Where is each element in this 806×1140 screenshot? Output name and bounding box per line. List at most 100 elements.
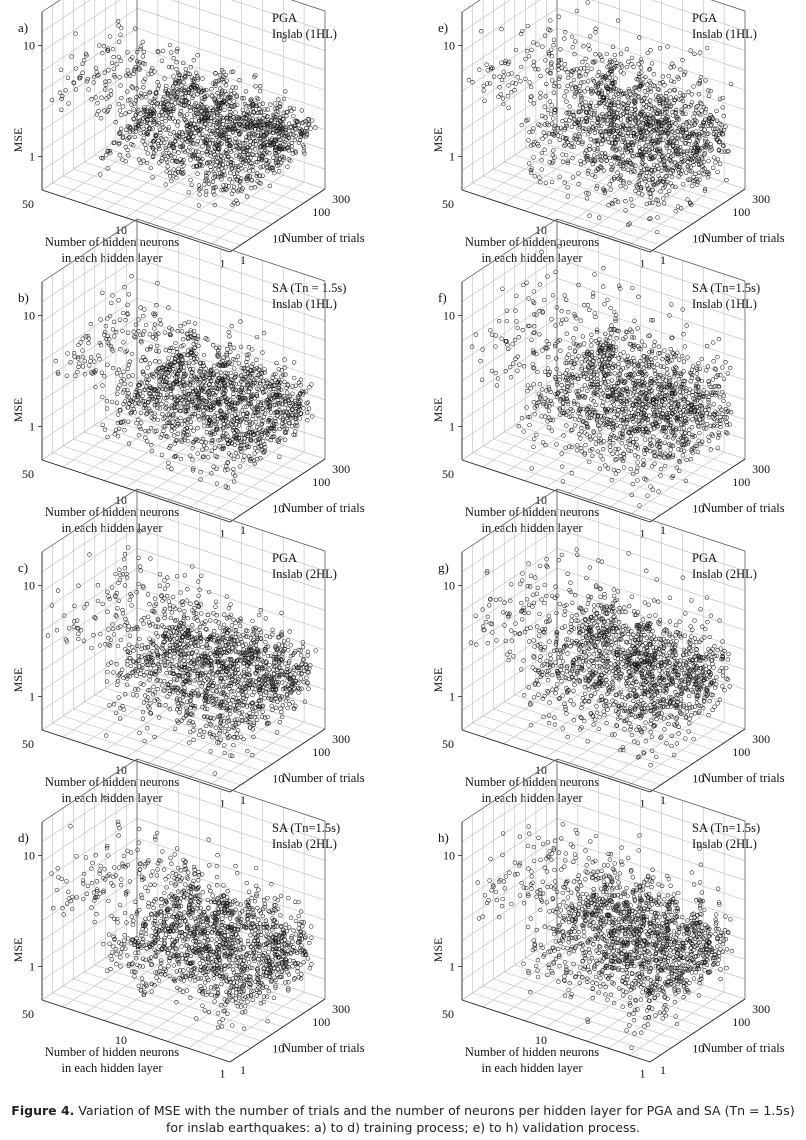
- data-point: [137, 871, 142, 876]
- data-point: [140, 716, 146, 721]
- data-point: [142, 142, 148, 147]
- data-point: [163, 182, 168, 187]
- data-point: [191, 439, 197, 444]
- data-point: [201, 352, 207, 358]
- data-point: [218, 370, 224, 375]
- data-point: [152, 69, 157, 74]
- data-point: [58, 67, 64, 72]
- box-edge: [136, 488, 326, 552]
- grid-line: [230, 0, 326, 32]
- data-point: [111, 319, 117, 325]
- data-point: [261, 142, 267, 148]
- data-point: [199, 96, 205, 101]
- data-point: [274, 157, 279, 162]
- data-point: [262, 367, 267, 372]
- data-point: [171, 145, 176, 150]
- data-point: [96, 109, 101, 114]
- grid-line: [136, 666, 326, 730]
- data-point: [78, 628, 84, 633]
- data-point: [103, 87, 108, 92]
- data-point: [144, 160, 150, 166]
- data-point: [248, 164, 253, 169]
- data-point: [257, 83, 263, 89]
- data-point: [306, 121, 312, 127]
- data-point: [171, 167, 176, 172]
- data-point: [112, 334, 117, 339]
- data-point: [197, 192, 202, 197]
- data-point: [268, 634, 273, 640]
- z-tick-label: 10: [23, 38, 35, 52]
- data-point: [203, 192, 209, 198]
- data-point: [302, 151, 307, 156]
- data-point: [236, 154, 242, 160]
- data-point: [247, 169, 252, 174]
- data-point: [98, 317, 103, 322]
- data-point: [181, 368, 186, 374]
- chart-title-line-1: PGA: [272, 551, 297, 565]
- data-point: [199, 611, 204, 616]
- y-tick-label: 1: [240, 523, 246, 537]
- data-point: [178, 456, 184, 462]
- data-point: [184, 360, 189, 366]
- data-point: [222, 172, 227, 178]
- data-point: [215, 91, 220, 96]
- data-point: [78, 340, 83, 345]
- data-point: [209, 93, 214, 98]
- data-point: [174, 574, 180, 579]
- data-point: [195, 53, 200, 58]
- data-point: [147, 602, 152, 607]
- data-point: [174, 630, 179, 635]
- data-point: [282, 37, 287, 43]
- data-point: [250, 164, 255, 169]
- chart-title-line-1: PGA: [272, 11, 297, 25]
- data-point: [188, 121, 193, 126]
- data-point: [306, 406, 312, 411]
- data-point: [214, 410, 219, 416]
- data-point: [172, 650, 177, 656]
- data-point: [160, 411, 165, 417]
- data-point: [272, 101, 278, 106]
- data-point: [206, 145, 211, 151]
- data-point: [120, 157, 125, 162]
- z-tick-label: 1: [29, 150, 35, 164]
- data-point: [115, 643, 121, 649]
- data-point: [170, 420, 175, 425]
- data-point: [204, 173, 209, 178]
- data-point: [277, 426, 283, 432]
- data-point: [250, 618, 255, 624]
- data-point: [64, 373, 69, 378]
- data-point: [179, 92, 184, 97]
- chart-title-line-2: Inslab (2HL): [272, 567, 337, 581]
- data-point: [118, 32, 123, 37]
- data-point: [121, 707, 126, 712]
- data-point: [253, 84, 258, 89]
- grid-line: [41, 528, 138, 592]
- z-tick-label: 1: [29, 420, 35, 434]
- data-point: [108, 88, 113, 93]
- data-point: [123, 144, 128, 150]
- data-point: [184, 705, 189, 711]
- data-point: [254, 717, 260, 723]
- data-point: [215, 149, 220, 155]
- data-point: [298, 676, 303, 681]
- data-point: [195, 451, 200, 456]
- data-point: [226, 184, 231, 189]
- data-point: [133, 98, 139, 103]
- data-point: [164, 169, 169, 174]
- data-point: [216, 684, 221, 689]
- data-point: [309, 962, 314, 967]
- data-point: [98, 343, 104, 348]
- data-point: [129, 102, 134, 107]
- data-point: [178, 98, 184, 103]
- data-point: [118, 637, 124, 643]
- data-point: [287, 128, 292, 134]
- data-point: [110, 365, 116, 371]
- data-point: [293, 672, 298, 677]
- data-point: [170, 352, 176, 358]
- data-point: [306, 686, 311, 691]
- data-point: [224, 723, 229, 729]
- data-point: [131, 101, 137, 106]
- data-point: [296, 690, 301, 695]
- data-point: [159, 110, 164, 115]
- data-point: [246, 345, 252, 350]
